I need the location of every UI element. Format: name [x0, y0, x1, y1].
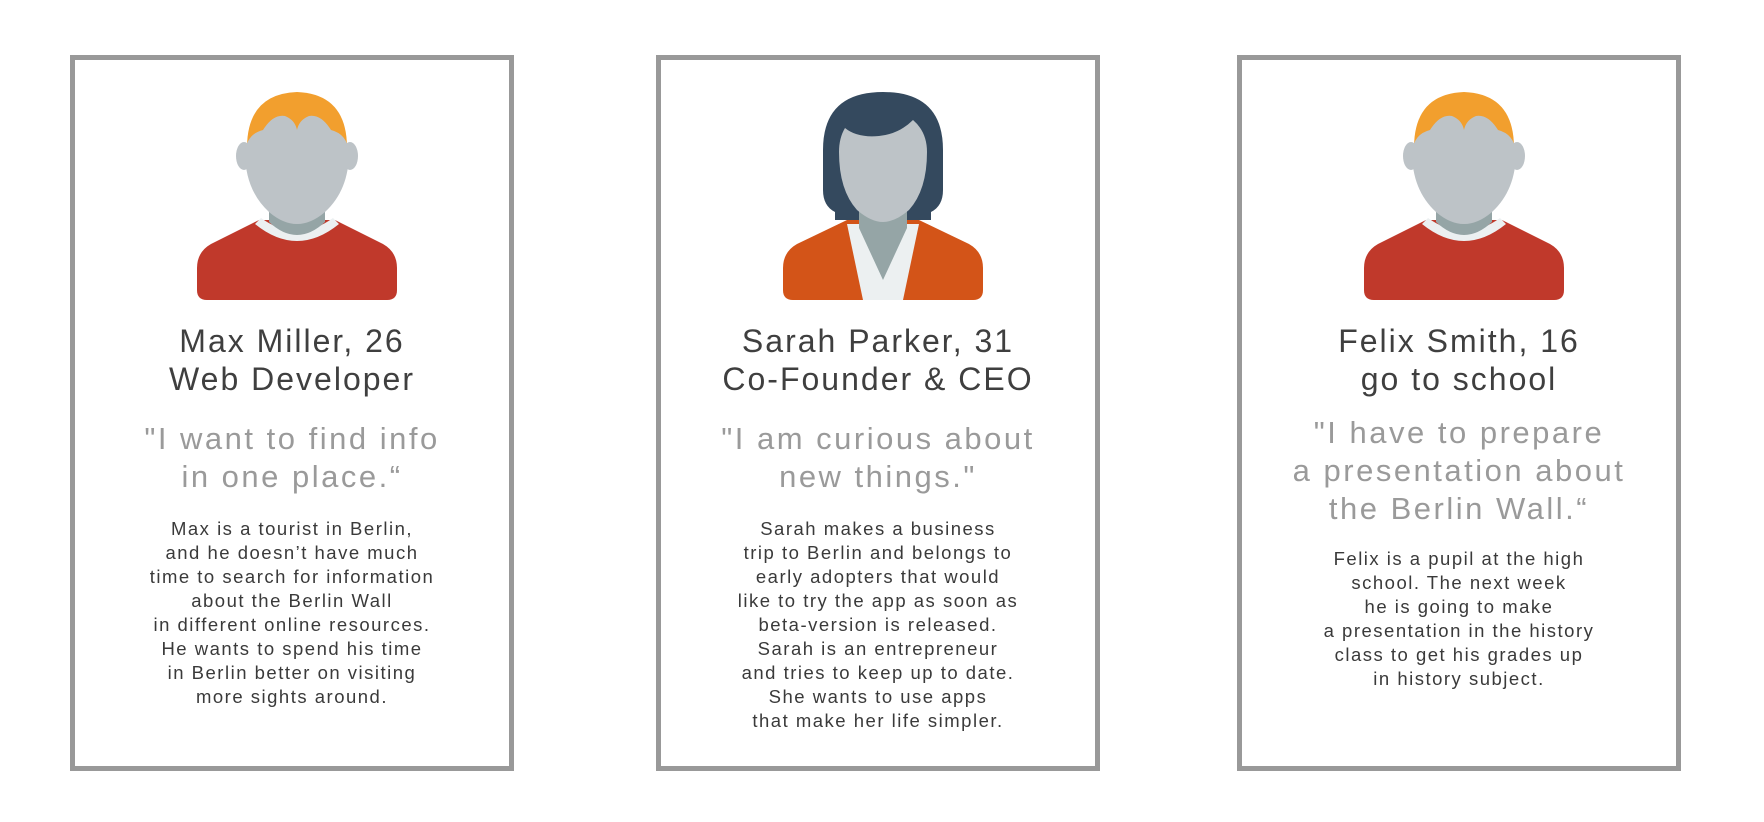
- quote-line: "I have to prepare: [1313, 415, 1605, 450]
- persona-bio: Felix is a pupil at the high school. The…: [1242, 547, 1676, 691]
- persona-name: Felix Smith, 16: [1338, 323, 1580, 359]
- persona-quote: "I am curious about new things.": [661, 420, 1095, 496]
- quote-line: a presentation about: [1292, 453, 1626, 488]
- bio-line: class to get his grades up: [1334, 644, 1584, 665]
- bio-line: She wants to use apps: [768, 686, 988, 707]
- quote-line: new things.": [779, 459, 977, 494]
- persona-card-sarah: Sarah Parker, 31 Co-Founder & CEO "I am …: [656, 55, 1100, 771]
- persona-name: Max Miller, 26: [179, 323, 405, 359]
- bio-line: Sarah is an entrepreneur: [757, 638, 999, 659]
- bio-line: in Berlin better on visiting: [167, 662, 417, 683]
- persona-role: Co-Founder & CEO: [722, 361, 1034, 397]
- quote-line: "I am curious about: [721, 421, 1035, 456]
- persona-quote: "I want to find info in one place.“: [75, 420, 509, 496]
- persona-bio: Max is a tourist in Berlin, and he doesn…: [75, 517, 509, 709]
- bio-line: he is going to make: [1364, 596, 1554, 617]
- quote-line: "I want to find info: [144, 421, 440, 456]
- bio-line: and he doesn’t have much: [165, 542, 419, 563]
- bio-line: a presentation in the history: [1323, 620, 1595, 641]
- bio-line: Felix is a pupil at the high: [1333, 548, 1585, 569]
- male-avatar-icon: [197, 90, 397, 300]
- bio-line: time to search for information: [149, 566, 435, 587]
- male-avatar-icon: [1364, 90, 1564, 300]
- bio-line: more sights around.: [195, 686, 388, 707]
- persona-card-felix: Felix Smith, 16 go to school "I have to …: [1237, 55, 1681, 771]
- bio-line: school. The next week: [1351, 572, 1567, 593]
- bio-line: that make her life simpler.: [752, 710, 1004, 731]
- bio-line: about the Berlin Wall: [191, 590, 393, 611]
- persona-name: Sarah Parker, 31: [741, 323, 1015, 359]
- persona-bio: Sarah makes a business trip to Berlin an…: [661, 517, 1095, 733]
- bio-line: Max is a tourist in Berlin,: [170, 518, 413, 539]
- bio-line: trip to Berlin and belongs to: [743, 542, 1013, 563]
- persona-card-max: Max Miller, 26 Web Developer "I want to …: [70, 55, 514, 771]
- persona-role: go to school: [1360, 361, 1558, 397]
- quote-line: the Berlin Wall.“: [1328, 491, 1590, 526]
- female-avatar-icon: [783, 90, 983, 300]
- bio-line: like to try the app as soon as: [737, 590, 1019, 611]
- bio-line: in history subject.: [1373, 668, 1545, 689]
- bio-line: Sarah makes a business: [760, 518, 996, 539]
- persona-quote: "I have to prepare a presentation about …: [1242, 414, 1676, 528]
- bio-line: in different online resources.: [153, 614, 431, 635]
- quote-line: in one place.“: [181, 459, 403, 494]
- bio-line: and tries to keep up to date.: [741, 662, 1015, 683]
- bio-line: beta-version is released.: [758, 614, 998, 635]
- bio-line: early adopters that would: [755, 566, 1001, 587]
- bio-line: He wants to spend his time: [161, 638, 423, 659]
- persona-role: Web Developer: [169, 361, 415, 397]
